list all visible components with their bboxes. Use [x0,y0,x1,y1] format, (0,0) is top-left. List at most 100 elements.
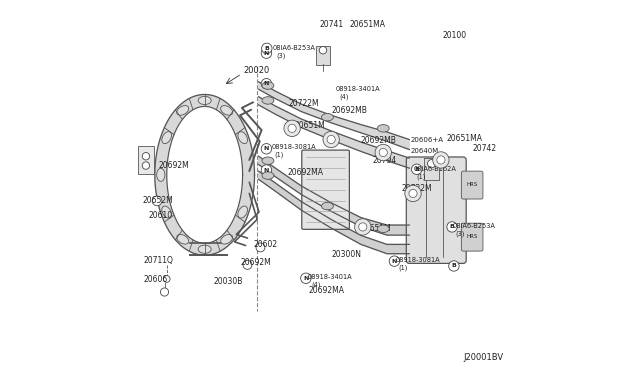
Text: 20100: 20100 [443,31,467,40]
Ellipse shape [221,234,232,244]
Text: (3): (3) [456,230,465,237]
Ellipse shape [262,82,274,89]
FancyBboxPatch shape [316,46,330,65]
Circle shape [324,203,331,209]
Polygon shape [259,82,410,150]
Text: B: B [264,46,269,51]
Text: (4): (4) [311,282,321,288]
Text: 20692MA: 20692MA [287,169,323,177]
Circle shape [412,164,422,174]
FancyBboxPatch shape [406,157,466,263]
Circle shape [355,219,371,235]
Text: 20020: 20020 [244,66,270,75]
Circle shape [261,144,271,154]
Text: 08IA6-B253A: 08IA6-B253A [273,45,316,51]
Text: 20651M: 20651M [360,224,391,233]
FancyBboxPatch shape [138,146,154,174]
Ellipse shape [157,168,165,182]
Circle shape [319,46,326,54]
Text: HRS: HRS [467,234,478,239]
Text: (1): (1) [275,151,284,158]
Text: 20794: 20794 [372,156,396,165]
Text: B: B [450,224,454,230]
Ellipse shape [262,97,274,104]
Circle shape [261,78,271,89]
Circle shape [261,165,271,175]
Text: HRS: HRS [467,182,478,187]
Text: N: N [303,276,308,281]
Text: 20692MA: 20692MA [308,286,344,295]
Circle shape [264,97,271,104]
Circle shape [256,243,265,252]
Text: (4): (4) [339,93,349,100]
Circle shape [409,189,417,198]
Circle shape [375,144,392,161]
FancyBboxPatch shape [461,223,483,251]
Circle shape [288,124,296,132]
Text: 20651MA: 20651MA [447,134,483,143]
Text: N: N [264,51,269,56]
Ellipse shape [198,96,211,105]
Circle shape [380,125,387,132]
Text: B: B [414,167,419,172]
Circle shape [389,256,399,266]
Text: 08918-3081A: 08918-3081A [396,257,440,263]
FancyBboxPatch shape [461,171,483,199]
Circle shape [380,225,387,232]
Polygon shape [259,171,410,254]
Text: 20692MB: 20692MB [361,136,397,145]
Circle shape [324,114,331,121]
Circle shape [428,160,436,168]
Circle shape [433,152,449,168]
Text: (3): (3) [276,53,285,60]
Circle shape [261,48,271,58]
Ellipse shape [177,106,189,115]
Circle shape [437,156,445,164]
Text: 20722M: 20722M [402,185,433,193]
Text: 08918-3401A: 08918-3401A [308,274,353,280]
Circle shape [264,82,271,89]
Ellipse shape [162,206,172,218]
Text: N: N [264,146,269,151]
Text: 20711Q: 20711Q [143,256,173,265]
Ellipse shape [321,202,333,210]
Circle shape [284,120,300,137]
Text: 20300N: 20300N [331,250,361,259]
Text: 20602: 20602 [253,240,277,249]
Text: 20606: 20606 [143,275,168,283]
Text: J20001BV: J20001BV [463,353,504,362]
Ellipse shape [378,225,389,232]
Text: 08IA6-B162A: 08IA6-B162A [413,166,456,171]
Ellipse shape [262,172,274,179]
Ellipse shape [321,113,333,121]
Ellipse shape [238,132,248,144]
Circle shape [142,162,150,169]
Ellipse shape [378,125,389,132]
Text: 20692MB: 20692MB [331,106,367,115]
Circle shape [301,273,311,283]
Circle shape [161,288,168,296]
Text: 20651MA: 20651MA [349,20,386,29]
Polygon shape [259,156,410,235]
Text: 20651M: 20651M [294,121,326,130]
Text: 20692M: 20692M [159,161,189,170]
Text: 20610: 20610 [149,211,173,220]
Text: 20652M: 20652M [142,196,173,205]
Polygon shape [259,97,410,168]
Ellipse shape [162,132,172,144]
Text: N: N [264,167,269,173]
Circle shape [243,260,252,269]
Ellipse shape [177,234,189,244]
Circle shape [323,131,339,148]
Circle shape [163,276,170,282]
Text: 08IA6-B253A: 08IA6-B253A [452,223,495,229]
Text: 20692M: 20692M [240,258,271,267]
Ellipse shape [221,106,232,115]
Circle shape [152,196,162,206]
Text: B: B [451,263,456,269]
Circle shape [405,185,421,202]
Circle shape [379,148,387,157]
Text: 20640M: 20640M [410,148,438,154]
Text: N: N [264,81,269,86]
Text: (1): (1) [398,264,408,271]
